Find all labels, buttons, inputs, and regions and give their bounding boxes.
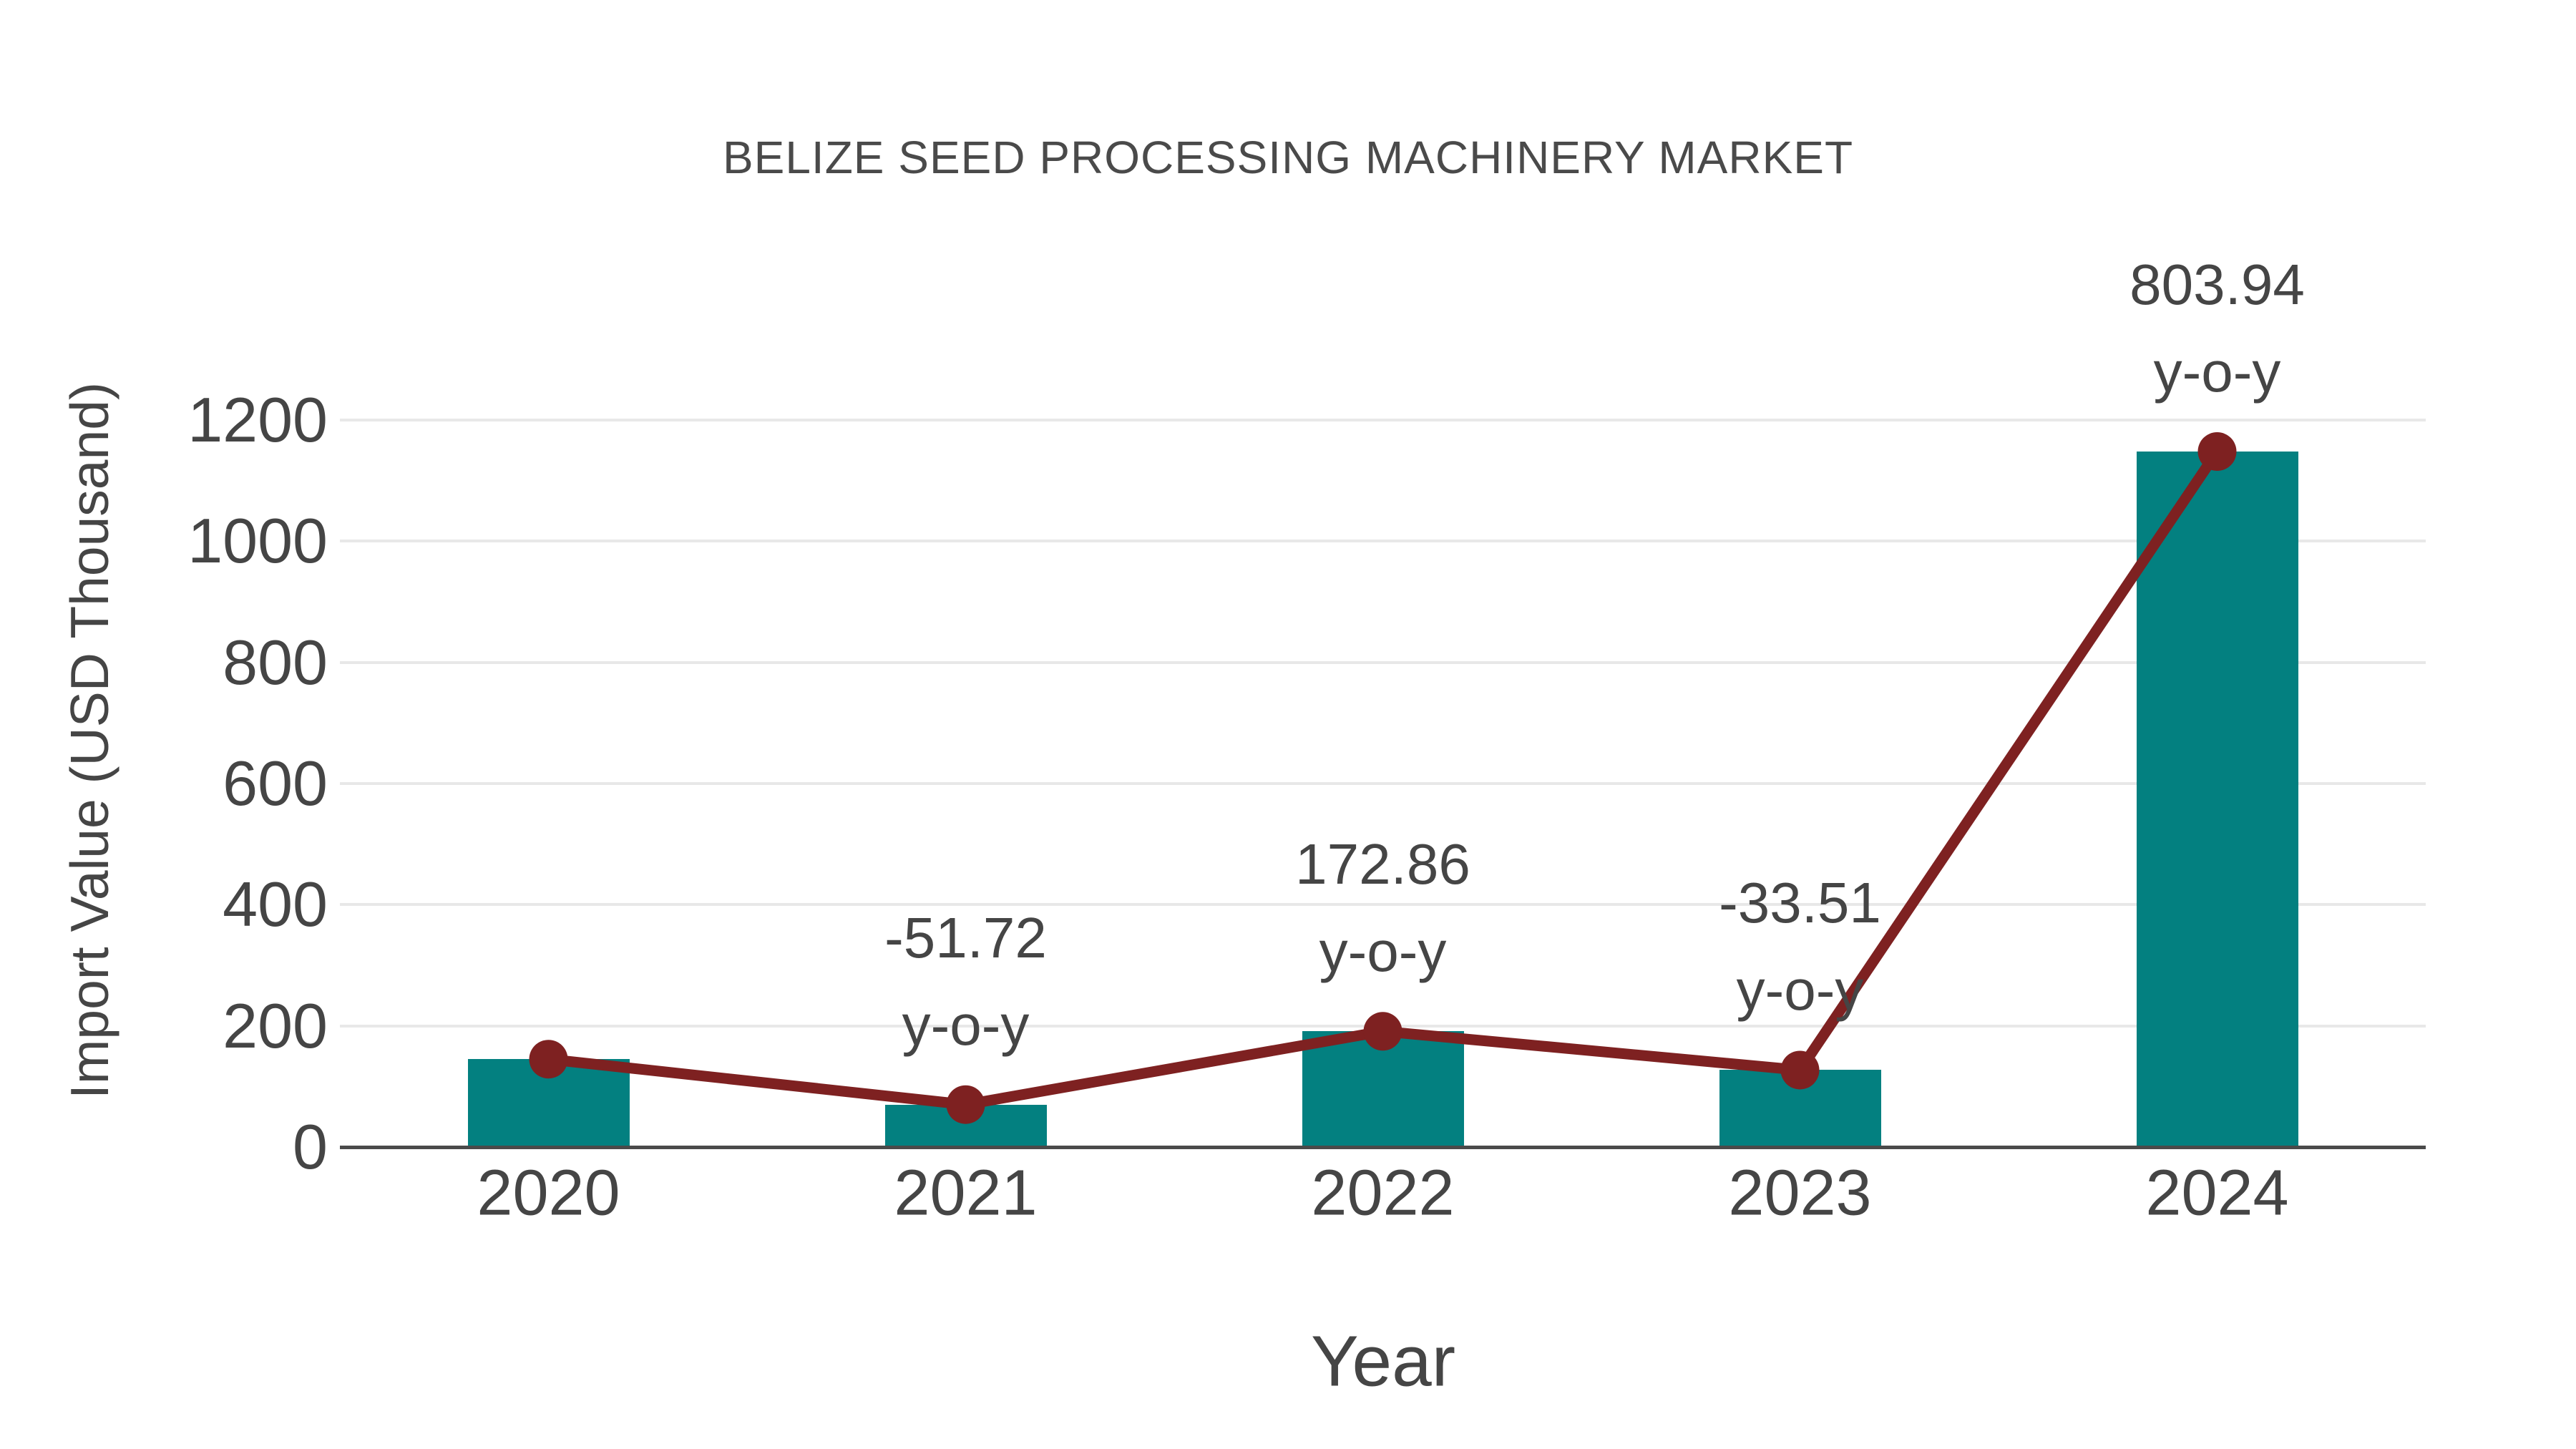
annotation-2023: -33.51 y-o-y xyxy=(1719,859,1881,1034)
y-tick-label-0: 0 xyxy=(293,1111,328,1182)
y-tick-label-200: 200 xyxy=(223,990,328,1061)
x-tick-label-2023: 2023 xyxy=(1728,1157,1872,1229)
data-point-marker-2021 xyxy=(946,1085,985,1124)
data-point-marker-2023 xyxy=(1780,1050,1820,1090)
x-tick-label-2021: 2021 xyxy=(894,1157,1038,1229)
x-tick-label-2022: 2022 xyxy=(1311,1157,1455,1229)
annotation-value: -51.72 xyxy=(884,905,1047,970)
annotation-2021: -51.72 y-o-y xyxy=(884,894,1047,1069)
x-tick-label-2020: 2020 xyxy=(477,1157,620,1229)
annotation-unit: y-o-y xyxy=(2153,340,2281,404)
y-tick-label-600: 600 xyxy=(223,747,328,819)
data-point-marker-2020 xyxy=(529,1040,568,1079)
x-tick-label-2024: 2024 xyxy=(2145,1157,2289,1229)
data-point-marker-2024 xyxy=(2197,432,2237,472)
annotation-unit: y-o-y xyxy=(1319,919,1447,984)
y-tick-label-400: 400 xyxy=(223,869,328,940)
gridline-800 xyxy=(340,660,2426,664)
y-tick-label-800: 800 xyxy=(223,626,328,698)
gridline-1000 xyxy=(340,540,2426,543)
annotation-value: 803.94 xyxy=(2129,253,2305,317)
x-axis-line xyxy=(340,1146,2426,1149)
y-tick-label-1200: 1200 xyxy=(187,384,328,455)
gridline-600 xyxy=(340,781,2426,785)
bar-2024 xyxy=(2136,452,2298,1147)
annotation-2024: 803.94 y-o-y xyxy=(2129,241,2305,416)
data-point-marker-2022 xyxy=(1363,1012,1402,1051)
y-tick-label-1000: 1000 xyxy=(187,505,328,577)
gridline-400 xyxy=(340,903,2426,907)
gridline-1200 xyxy=(340,418,2426,421)
chart-title: BELIZE SEED PROCESSING MACHINERY MARKET xyxy=(722,132,1854,183)
annotation-unit: y-o-y xyxy=(1736,958,1864,1023)
annotation-2022: 172.86 y-o-y xyxy=(1295,821,1470,995)
annotation-value: 172.86 xyxy=(1295,832,1470,897)
x-axis-label: Year xyxy=(1310,1321,1456,1402)
line-path xyxy=(547,448,2222,1111)
annotation-unit: y-o-y xyxy=(902,992,1030,1057)
annotation-value: -33.51 xyxy=(1719,871,1881,935)
